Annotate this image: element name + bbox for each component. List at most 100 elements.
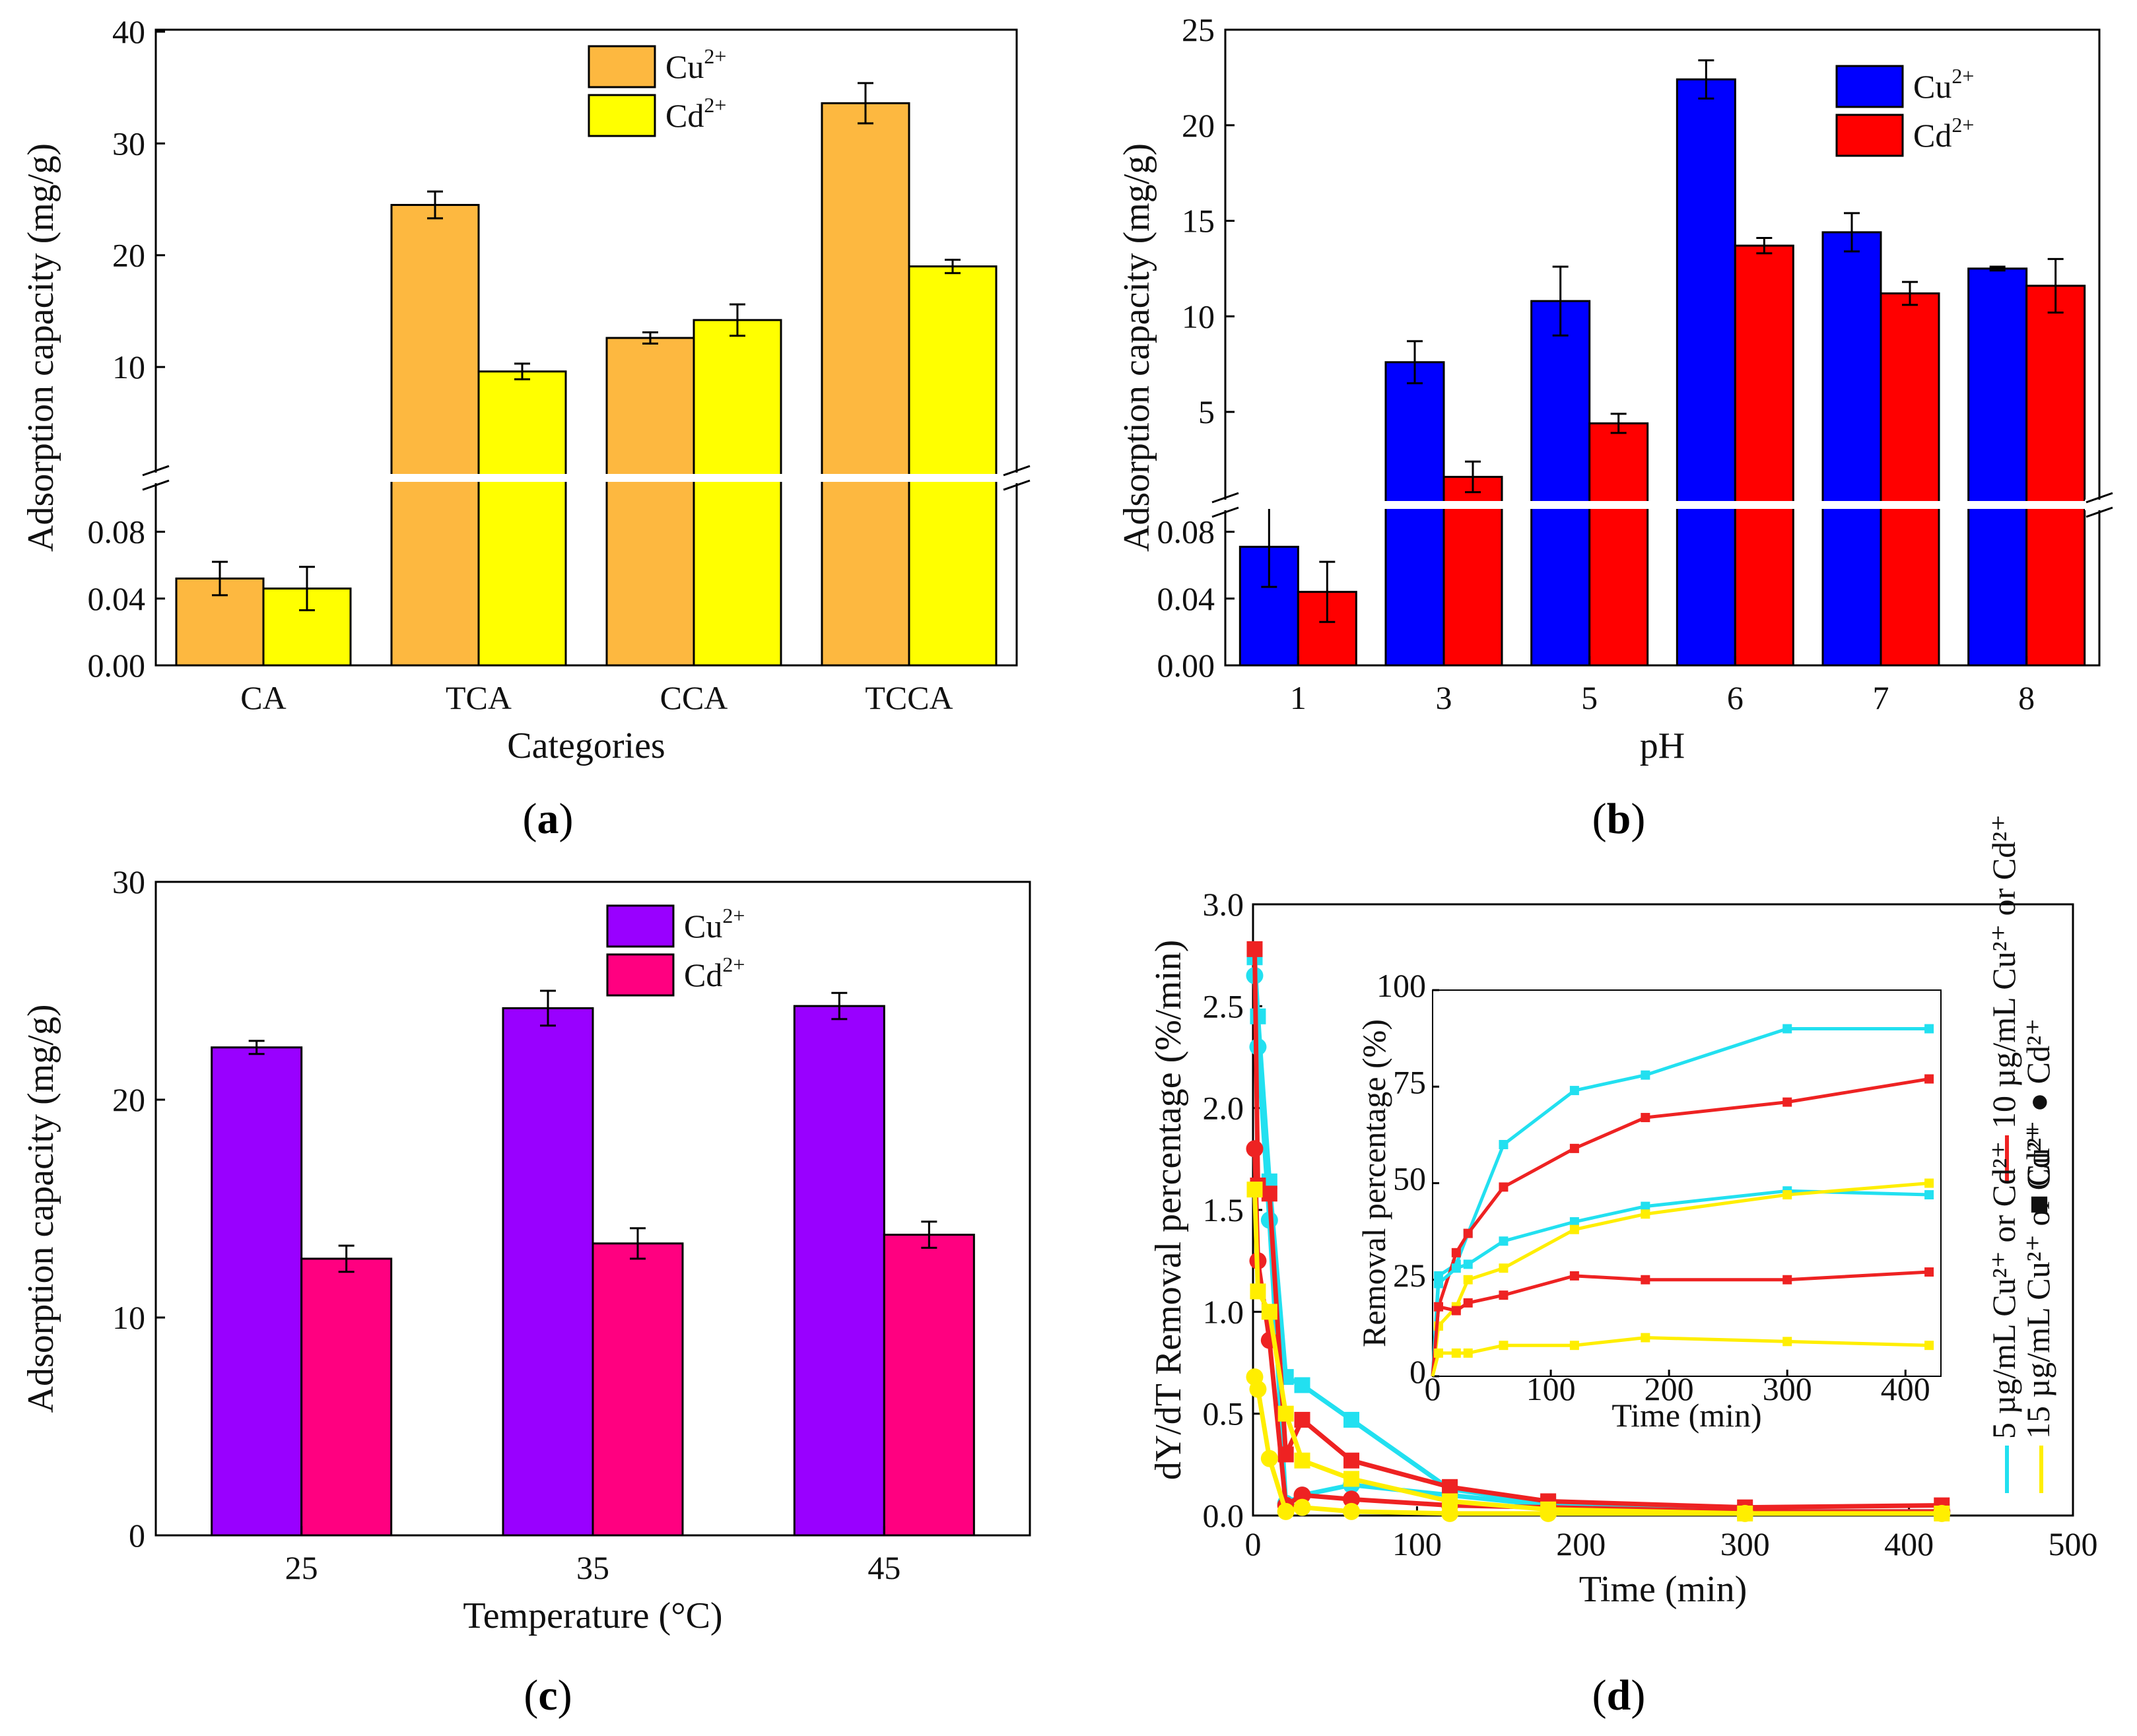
legend-label-b-ion: Cu [1913, 68, 1951, 105]
inset-marker-15 µg/mL Cu2+ [1499, 1263, 1509, 1273]
legend-swatch-a [588, 94, 656, 137]
x-tick-label-b: 5 [1581, 679, 1598, 716]
inset-marker-15 µg/mL Cd2+ [1499, 1341, 1509, 1351]
marker-d-5 µg/mL Cu2+ [1294, 1377, 1310, 1393]
y-axis-label-c: Adsorption capacity (mg/g) [20, 1005, 61, 1413]
inset-marker-15 µg/mL Cu2+ [1569, 1224, 1579, 1234]
error-bar-b-Cd2+-3 [1465, 460, 1481, 494]
inset-marker-5 µg/mL Cd2+ [1451, 1263, 1461, 1273]
legend-label-c-ion: Cd [684, 956, 722, 993]
inset-marker-15 µg/mL Cu2+ [1924, 1178, 1934, 1188]
panel-label-c-letter: c [538, 1671, 557, 1719]
marker-d-15 µg/mL Cu2+ [1261, 1304, 1277, 1320]
chart-panel-c: 25 35 45 0 10 20 30 Temperature (°C) Adsorption … [20, 863, 1031, 1636]
marker-d-15 µg/mL Cu2+ [1246, 1182, 1263, 1198]
x-tick-label-a: TCCA [865, 679, 953, 716]
legend-swatch-a [588, 45, 656, 88]
legend-label-c: Cd2+ [684, 952, 745, 993]
y-tick-label-d: 2.5 [1203, 987, 1244, 1024]
legend-swatch-c [606, 953, 675, 997]
inset-marker-5 µg/mL Cd2+ [1641, 1201, 1650, 1211]
y-tick-label-c: 0 [129, 1517, 145, 1554]
panel-label-b: (b) [1592, 795, 1646, 843]
marker-d-10 µg/mL Cd2+ [1293, 1486, 1311, 1504]
legend-text-10: 10 µg/mL Cu²⁺ or Cd²⁺ [1985, 815, 2022, 1129]
marker-d-15 µg/mL Cd2+ [1343, 1502, 1361, 1520]
y-tick-label-b: 10 [1182, 298, 1215, 335]
panel-label-b-letter: b [1607, 795, 1631, 843]
inset-marker-10 µg/mL Cu2+ [1499, 1182, 1509, 1192]
y-axis-label-b: Adsorption capacity (mg/g) [1116, 143, 1157, 552]
inset-marker-10 µg/mL Cd2+ [1433, 1302, 1443, 1312]
y-tick-label-b: 15 [1182, 203, 1215, 240]
y-tick-label-c: 20 [112, 1081, 145, 1118]
panel-label-d-open: ( [1592, 1671, 1607, 1719]
x-tick-label-b: 8 [2018, 679, 2035, 716]
inset-marker-5 µg/mL Cu2+ [1569, 1086, 1579, 1096]
legend-label-a-charge: 2+ [704, 44, 726, 68]
error-bar-b-Cd2+-6 [1756, 237, 1773, 255]
panel-label-d-letter: d [1607, 1671, 1631, 1719]
error-bar-a-Cu2+-CCA [642, 331, 658, 345]
legend-text-15: 15 µg/mL Cu²⁺ or Cd²⁺ [2019, 1125, 2056, 1439]
axis-break-marks-a [1003, 465, 1031, 491]
error-bar-b-Cd2+-8 [2047, 257, 2064, 314]
panel-label-a-close: ) [559, 795, 574, 843]
bar-a-Cu2+-TCCA [821, 102, 910, 667]
x-tick-label-d: 300 [1720, 1525, 1770, 1562]
marker-d-15 µg/mL Cd2+ [1736, 1504, 1754, 1522]
plot-frame-a [154, 28, 1018, 667]
inset-marker-5 µg/mL Cu2+ [1924, 1024, 1934, 1034]
error-bar-b-Cu2+-5 [1552, 265, 1569, 337]
bar-a-Cd2+-TCCA [908, 265, 998, 667]
axis-break-gap-b [1227, 501, 2098, 509]
inset-x-tick-label: 400 [1881, 1370, 1930, 1407]
error-bar-c-Cd2+-35 [630, 1227, 646, 1260]
inset-marker-10 µg/mL Cu2+ [1569, 1143, 1579, 1153]
y-tick-label-d: 1.0 [1203, 1293, 1244, 1330]
error-bar-b-Cu2+-8 [1989, 265, 2006, 272]
y-tick-label-a: 0.08 [88, 514, 146, 551]
inset-marker-10 µg/mL Cu2+ [1924, 1074, 1934, 1084]
panel-label-c-open: ( [524, 1671, 538, 1719]
inset-marker-10 µg/mL Cd2+ [1569, 1271, 1579, 1281]
inset-marker-10 µg/mL Cd2+ [1463, 1298, 1473, 1308]
inset-marker-5 µg/mL Cd2+ [1433, 1279, 1443, 1288]
inset-marker-5 µg/mL Cd2+ [1569, 1217, 1579, 1226]
marker-d-15 µg/mL Cu2+ [1277, 1405, 1294, 1422]
bar-b-Cd2+-8 [2025, 284, 2086, 667]
x-axis-label-a: Categories [507, 725, 665, 766]
error-bar-a-Cu2+-CA [212, 560, 228, 597]
axis-break-marks-b [1211, 492, 1239, 518]
y-tick-label-c: 10 [112, 1299, 145, 1336]
inset-marker-10 µg/mL Cu2+ [1782, 1097, 1792, 1107]
panel-label-a-open: ( [523, 795, 537, 843]
marker-d-15 µg/mL Cd2+ [1249, 1380, 1267, 1398]
x-tick-label-d: 100 [1392, 1525, 1442, 1562]
panel-label-a: (a) [523, 795, 574, 843]
y-tick-label-a: 40 [112, 13, 145, 50]
error-bar-b-Cd2+-7 [1902, 281, 1918, 306]
x-tick-label-c: 35 [576, 1549, 609, 1586]
inset-marker-15 µg/mL Cd2+ [1463, 1348, 1473, 1358]
marker-d-10 µg/mL Cd2+ [1343, 1490, 1361, 1508]
error-bar-a-Cd2+-TCCA [945, 258, 961, 275]
plot-frame-b [1224, 28, 2101, 667]
axis-break-mask-b [2085, 500, 2114, 510]
bar-c-Cu2+-45 [793, 1005, 885, 1537]
marker-d-15 µg/mL Cu2+ [1250, 1283, 1266, 1300]
legend-label-b: Cd2+ [1913, 113, 1974, 154]
error-bar-a-Cd2+-CCA [729, 303, 745, 337]
error-bar-a-Cd2+-CA [299, 566, 315, 612]
inset-marker-15 µg/mL Cu2+ [1641, 1209, 1650, 1219]
y-tick-label-d: 0.0 [1203, 1497, 1244, 1534]
marker-d-15 µg/mL Cd2+ [1540, 1504, 1557, 1522]
legend-label-a: Cd2+ [665, 93, 726, 134]
marker-d-15 µg/mL Cd2+ [1277, 1502, 1295, 1520]
y-tick-label-b: 0.00 [1157, 647, 1215, 684]
inset-y-tick-label: 50 [1393, 1160, 1426, 1197]
bar-c-Cd2+-25 [300, 1257, 393, 1537]
legend-label-a-ion: Cd [665, 97, 704, 134]
marker-d-10 µg/mL Cu2+ [1343, 1452, 1360, 1469]
